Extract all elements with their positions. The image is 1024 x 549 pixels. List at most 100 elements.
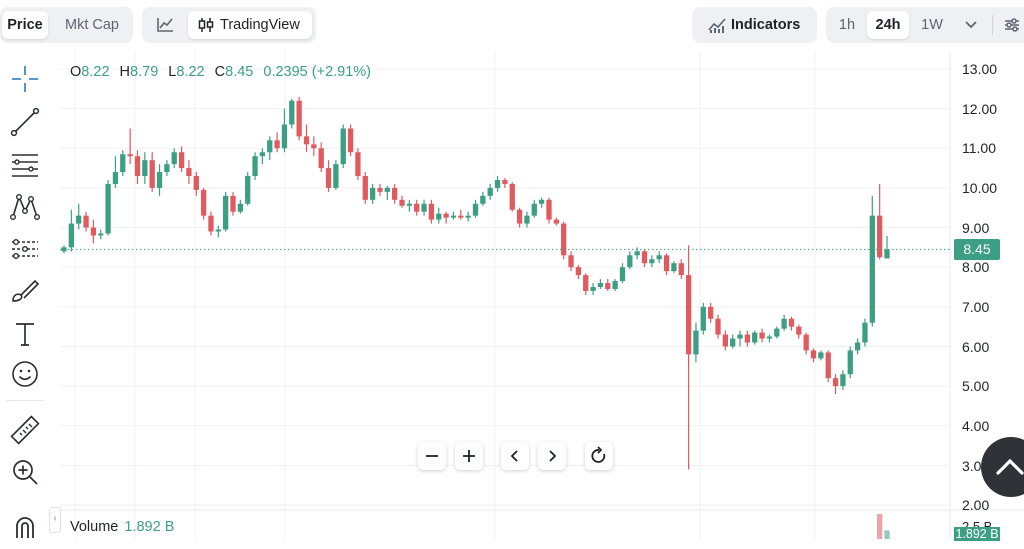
y-tick-label: 9.00 xyxy=(962,220,990,236)
reset-chart-button[interactable] xyxy=(585,442,613,470)
candle-body xyxy=(193,176,199,190)
trend-line-tool[interactable] xyxy=(9,106,41,138)
candle-body xyxy=(171,152,177,165)
candle-body xyxy=(884,249,890,259)
scroll-top-button[interactable] xyxy=(981,437,1024,497)
interval-1w[interactable]: 1W xyxy=(921,17,943,33)
emoji-tool[interactable] xyxy=(9,358,41,390)
candle-body xyxy=(149,160,155,188)
candle-body xyxy=(156,172,163,188)
candle-body xyxy=(847,350,853,375)
indicators-icon xyxy=(708,18,726,33)
candle-body xyxy=(120,154,126,173)
candle-body xyxy=(538,199,545,204)
candle-body xyxy=(289,100,295,125)
candle-body xyxy=(678,263,684,276)
forecast-icon xyxy=(12,238,38,260)
candle-body xyxy=(627,255,633,268)
interval-24h[interactable]: 24h xyxy=(867,11,909,39)
low-value: 8.22 xyxy=(176,64,205,80)
chart-settings-button[interactable] xyxy=(998,11,1024,39)
top-bar: Price Mkt Cap TradingView Indicators xyxy=(0,0,1024,52)
scroll-right-button[interactable] xyxy=(538,442,566,470)
close-value: 8.45 xyxy=(225,64,254,80)
candle-body xyxy=(590,287,596,291)
candle-body xyxy=(90,227,97,236)
y-tick-label: 4.00 xyxy=(962,418,990,434)
candle-body xyxy=(546,199,552,220)
candle-body xyxy=(303,136,310,145)
candle-body xyxy=(318,148,324,169)
candle-body xyxy=(68,223,74,248)
candle-body xyxy=(818,352,824,359)
candle-body xyxy=(707,306,714,319)
scroll-left-button[interactable] xyxy=(501,442,529,470)
candle-body xyxy=(377,187,383,192)
ruler-tool[interactable] xyxy=(9,414,41,446)
volume-legend: Volume 1.892 B xyxy=(70,519,174,535)
candle-body xyxy=(362,176,368,200)
ohlc-legend: O8.22 H8.79 L8.22 C8.45 0.2395 (+2.91%) xyxy=(70,64,371,80)
more-intervals-button[interactable] xyxy=(956,11,986,39)
candle-body xyxy=(516,209,523,224)
metric-toggle: Price Mkt Cap xyxy=(0,7,133,43)
candle-body xyxy=(825,352,831,379)
candle-body xyxy=(414,203,420,212)
toolbar-collapse-handle[interactable]: ‹ xyxy=(49,507,61,533)
magnet-tool[interactable] xyxy=(9,512,41,544)
candle-body xyxy=(649,259,655,264)
last-price-badge: 8.45 xyxy=(954,239,1000,260)
text-icon xyxy=(16,323,34,346)
forecast-tool[interactable] xyxy=(9,233,41,265)
zoom-out-icon xyxy=(426,455,438,457)
chevron-up-icon xyxy=(996,458,1024,475)
line-chart-button[interactable] xyxy=(146,11,184,39)
candle-body xyxy=(252,156,258,177)
tab-price[interactable]: Price xyxy=(2,11,48,39)
horizontal-lines-icon xyxy=(12,154,38,177)
candle-body xyxy=(671,263,677,272)
zoom-out-button[interactable] xyxy=(418,442,446,470)
pattern-tool[interactable] xyxy=(9,191,41,223)
candle-body xyxy=(774,328,780,337)
volume-bar xyxy=(877,514,883,539)
candle-body xyxy=(502,179,508,184)
magnet-icon xyxy=(16,517,34,538)
candle-body xyxy=(134,156,141,177)
crosshair-tool[interactable] xyxy=(9,63,41,95)
candle-body xyxy=(200,189,207,216)
indicators-button[interactable]: Indicators xyxy=(692,7,817,43)
candle-body xyxy=(436,213,442,220)
candle-body xyxy=(237,203,244,212)
zoom-in-tool[interactable] xyxy=(9,456,41,488)
text-tool[interactable] xyxy=(9,318,41,350)
interval-1h[interactable]: 1h xyxy=(838,17,856,33)
candle-body xyxy=(561,223,567,256)
tab-mkt-cap[interactable]: Mkt Cap xyxy=(65,17,119,33)
tradingview-button[interactable]: TradingView xyxy=(188,11,312,39)
brush-tool[interactable] xyxy=(9,275,41,307)
zoom-in-plus-icon xyxy=(463,450,475,462)
ruler-icon xyxy=(10,415,40,445)
candlestick-icon xyxy=(198,18,214,32)
candle-body xyxy=(737,334,743,339)
volume-label: Volume xyxy=(70,519,119,535)
zoom-in-icon xyxy=(13,460,38,485)
candle-body xyxy=(494,179,501,188)
price-change: 0.2395 (+2.91%) xyxy=(263,64,372,80)
candle-body xyxy=(759,332,765,339)
toolbar-divider xyxy=(6,400,44,401)
candle-body xyxy=(355,152,361,177)
horizontal-lines-tool[interactable] xyxy=(9,149,41,181)
candle-body xyxy=(840,374,846,387)
candle-body xyxy=(531,203,537,216)
candle-body xyxy=(605,283,611,289)
candle-body xyxy=(76,215,82,224)
scroll-right-icon xyxy=(549,450,557,462)
candle-body xyxy=(634,251,640,256)
candle-body xyxy=(796,326,802,335)
open-label: O xyxy=(70,64,82,80)
zoom-in-button[interactable] xyxy=(455,442,483,470)
interval-divider xyxy=(992,15,993,35)
candle-body xyxy=(553,219,559,224)
